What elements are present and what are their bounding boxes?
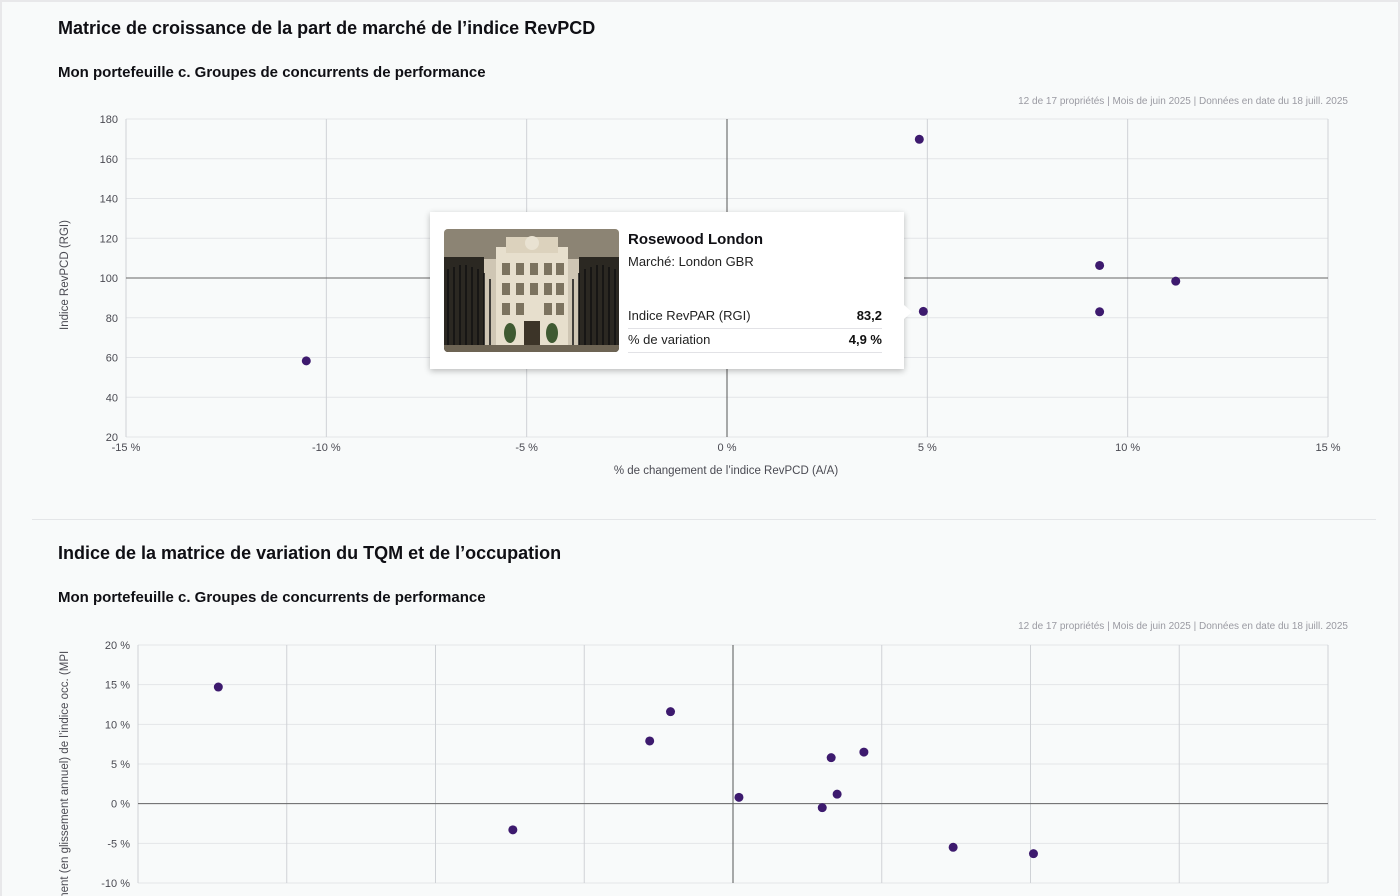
chart1-point xyxy=(1095,307,1105,317)
tooltip-row-label: Indice RevPAR (RGI) xyxy=(628,308,751,323)
chart1-point xyxy=(914,134,924,144)
section-divider xyxy=(32,519,1376,520)
chart2-subtitle: Mon portefeuille c. Groupes de concurren… xyxy=(58,589,486,606)
tooltip-row-rgi: Indice RevPAR (RGI) 83,2 xyxy=(628,305,882,329)
chart1-y-axis-title: Indice RevPCD (RGI) xyxy=(59,220,71,330)
chart1-grid xyxy=(125,118,1329,438)
chart1-x-tick-label: -15 % xyxy=(112,442,141,454)
chart1-title: Matrice de croissance de la part de marc… xyxy=(58,18,596,38)
tooltip-hotel-name: Rosewood London xyxy=(628,231,763,248)
chart2-y-tick-label: 20 % xyxy=(105,640,130,652)
chart1-y-tick-label: 140 xyxy=(100,194,118,206)
chart1-y-tick-label: 80 xyxy=(106,313,118,325)
tooltip-row-change: % de variation 4,9 % xyxy=(628,329,882,353)
tooltip-row-label: % de variation xyxy=(628,332,711,347)
chart2-point xyxy=(832,789,842,799)
chart1-x-axis-title: % de changement de l’indice RevPCD (A/A) xyxy=(614,465,839,477)
chart1-y-tick-label: 40 xyxy=(106,392,118,404)
chart1-y-tick-label: 120 xyxy=(100,233,118,245)
chart1-point xyxy=(918,306,928,316)
chart1-x-tick-label: -10 % xyxy=(312,442,341,454)
chart1-x-tick-label: 5 % xyxy=(918,442,937,454)
chart1-point xyxy=(301,356,311,366)
chart2-point xyxy=(213,682,223,692)
chart2-point xyxy=(826,753,836,763)
chart2-point xyxy=(645,736,655,746)
tooltip-arrow xyxy=(904,305,912,319)
chart2-y-axis-title: ment (en glissement annuel) de l’indice … xyxy=(59,651,71,896)
chart2-point xyxy=(817,803,827,813)
chart2-point xyxy=(508,825,518,835)
chart2-y-tick-label: -5 % xyxy=(107,838,130,850)
tooltip-row-value: 4,9 % xyxy=(848,332,882,347)
chart2-y-tick-label: 5 % xyxy=(111,759,130,771)
chart2-y-tick-label: 0 % xyxy=(111,799,130,811)
chart2-y-tick-label: -10 % xyxy=(101,878,130,890)
chart1-meta: 12 de 17 propriétés | Mois de juin 2025 … xyxy=(1018,96,1348,107)
chart2-point xyxy=(666,707,676,717)
chart2-y-tick-label: 10 % xyxy=(105,719,130,731)
chart2-point xyxy=(859,747,869,757)
chart2-y-tick-label: 15 % xyxy=(105,680,130,692)
chart1-x-tick-label: 15 % xyxy=(1315,442,1340,454)
chart2-point xyxy=(948,842,958,852)
chart2-point xyxy=(1028,849,1038,859)
chart2-grid xyxy=(137,644,1329,884)
chart1-point xyxy=(1171,276,1181,286)
tooltip-market: Marché: London GBR xyxy=(628,254,754,269)
chart1-subtitle: Mon portefeuille c. Groupes de concurren… xyxy=(58,64,486,81)
chart1-x-tick-label: 10 % xyxy=(1115,442,1140,454)
chart1-x-tick-label: 0 % xyxy=(718,442,737,454)
chart1-y-tick-label: 160 xyxy=(100,154,118,166)
chart2-meta: 12 de 17 propriétés | Mois de juin 2025 … xyxy=(1018,621,1348,632)
chart1-y-tick-label: 60 xyxy=(106,353,118,365)
chart2-title: Indice de la matrice de variation du TQM… xyxy=(58,543,562,563)
chart1-y-tick-label: 100 xyxy=(100,273,118,285)
chart1-point xyxy=(1095,260,1105,270)
hotel-photo xyxy=(444,229,619,352)
chart1-y-tick-label: 20 xyxy=(106,432,118,444)
point-tooltip: Rosewood London Marché: London GBR Indic… xyxy=(430,212,912,369)
tooltip-row-value: 83,2 xyxy=(856,308,882,323)
chart1-x-tick-label: -5 % xyxy=(515,442,538,454)
chart1-y-tick-label: 180 xyxy=(100,114,118,126)
chart1-rgi-growth-matrix: Indice RevPCD (RGI) % de changement de l… xyxy=(59,114,1341,477)
chart2-point xyxy=(734,792,744,802)
